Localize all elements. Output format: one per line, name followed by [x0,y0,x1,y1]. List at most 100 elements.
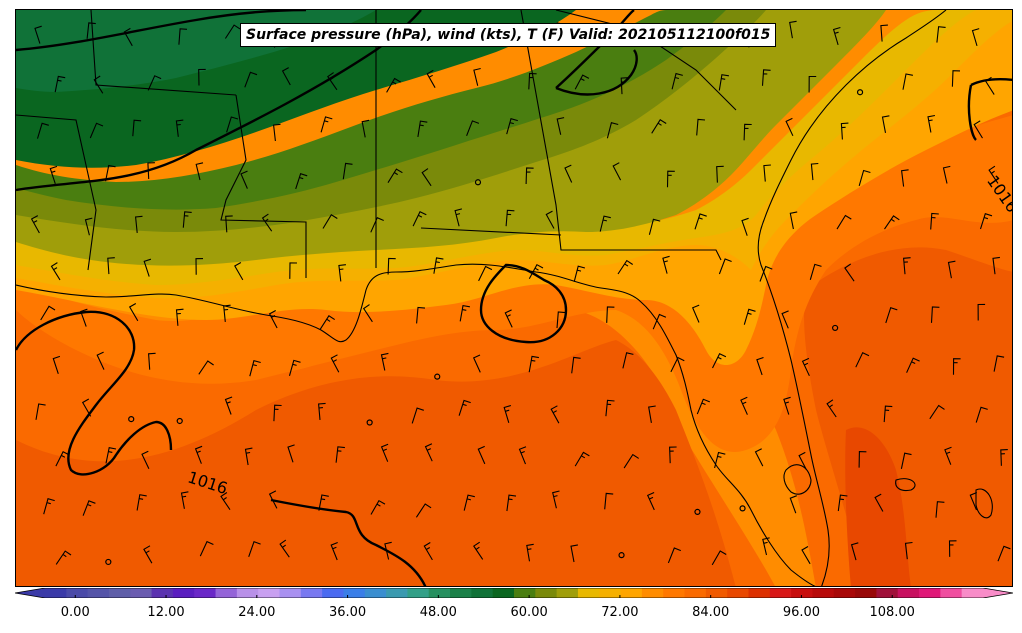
wind-barb [801,357,810,377]
wind-barb [226,116,239,133]
wind-barb [424,443,433,462]
wind-barb [623,453,639,469]
colorbar-tick-label: 96.00 [782,605,821,620]
colorbar-tick-label: 36.00 [328,605,367,620]
wind-barb [714,451,726,469]
colorbar-segment [215,588,238,598]
wind-barb [175,119,184,137]
wind-barb [947,260,956,279]
wind-barb [528,263,544,280]
wind-barb [606,122,619,139]
wind-barb [617,259,634,275]
wind-barb [648,405,656,423]
wind-barb [832,26,841,46]
colorbar-segment [151,588,174,598]
wind-barb [268,490,278,509]
wind-barb [148,352,156,370]
wind-barb [244,71,258,88]
wind-barb [35,403,46,420]
wind-barb [128,303,139,322]
wind-barb [552,490,560,509]
wind-barb [84,217,93,236]
colorbar-tick-label: 0.00 [60,605,90,620]
colorbar-tick-label: 48.00 [419,605,457,620]
colorbar-tick-label: 24.00 [238,605,276,620]
colorbar-segment [471,588,494,598]
colorbar-segment [343,588,366,598]
wind-barb [362,304,373,323]
wind-barb [556,311,566,329]
wind-barb [844,263,855,282]
lake-okeechobee [783,464,812,495]
wind-barb [268,310,278,329]
wind-barb [330,541,338,561]
wind-barb [322,214,338,229]
colorbar-segment [940,588,963,598]
colorbar-segment [386,588,408,598]
wind-barb [342,162,353,180]
wind-barb [412,210,427,227]
wind-barb [837,494,848,512]
wind-barb [808,75,817,93]
wind-barb [789,211,798,230]
colorbar-segment [172,588,195,598]
colorbar-segment [87,588,110,598]
isobar-west-loop [16,310,173,476]
wind-barb [903,257,911,275]
wind-barb [944,446,952,465]
wind-barb [40,305,56,321]
wind-barb [988,165,999,184]
wind-barb [466,120,480,136]
wind-barb [975,406,988,423]
colorbar-segment [705,588,728,598]
wind-barb [244,447,253,466]
colorbar-segment [727,588,749,598]
wind-barb [477,445,486,465]
wind-barb [992,256,1000,275]
wind-barb [82,500,96,516]
wind-barb [223,304,231,322]
wind-barb [993,355,1005,372]
wind-barb [473,67,481,86]
wind-barbs [30,20,1011,566]
isobar-ne-loop-2 [555,49,638,96]
wind-barb [288,359,301,376]
wind-barb [711,550,727,566]
wind-barb [930,212,939,230]
wind-barb [380,352,389,371]
temperature-map: 1016 1016 [16,10,1012,586]
wind-barb [840,122,849,140]
wind-barb [651,119,667,134]
wind-barb [141,450,150,469]
wind-barb [147,75,162,91]
wind-barb [574,451,590,467]
calm-wind-marker [856,89,864,96]
wind-barb [249,360,261,377]
wind-barb [741,217,749,236]
wind-barb [93,75,104,94]
isobar-center-loop [479,263,568,344]
gulf-coastline [16,263,816,586]
wind-barb [670,356,685,373]
bahamas-2 [975,488,993,519]
temp-band-64 [16,10,766,232]
wind-barb [743,308,756,325]
colorbar-tick-label: 108.00 [869,605,915,620]
colorbar-tick-label: 84.00 [692,605,730,620]
wind-barb [248,540,261,557]
wind-barb [36,122,49,139]
calm-wind-marker [105,558,112,566]
wind-barb [798,451,807,471]
wind-barb [380,443,389,462]
wind-barb [30,215,40,234]
wind-barb [272,123,281,142]
wind-barb [858,451,867,468]
wind-barb [273,404,282,422]
wind-barb [80,308,88,327]
wind-barb [789,495,797,514]
wind-barb [411,407,424,424]
wind-barb [289,262,298,279]
wind-barb [826,399,837,418]
colorbar-segment [812,588,835,598]
wind-barb [81,398,92,417]
